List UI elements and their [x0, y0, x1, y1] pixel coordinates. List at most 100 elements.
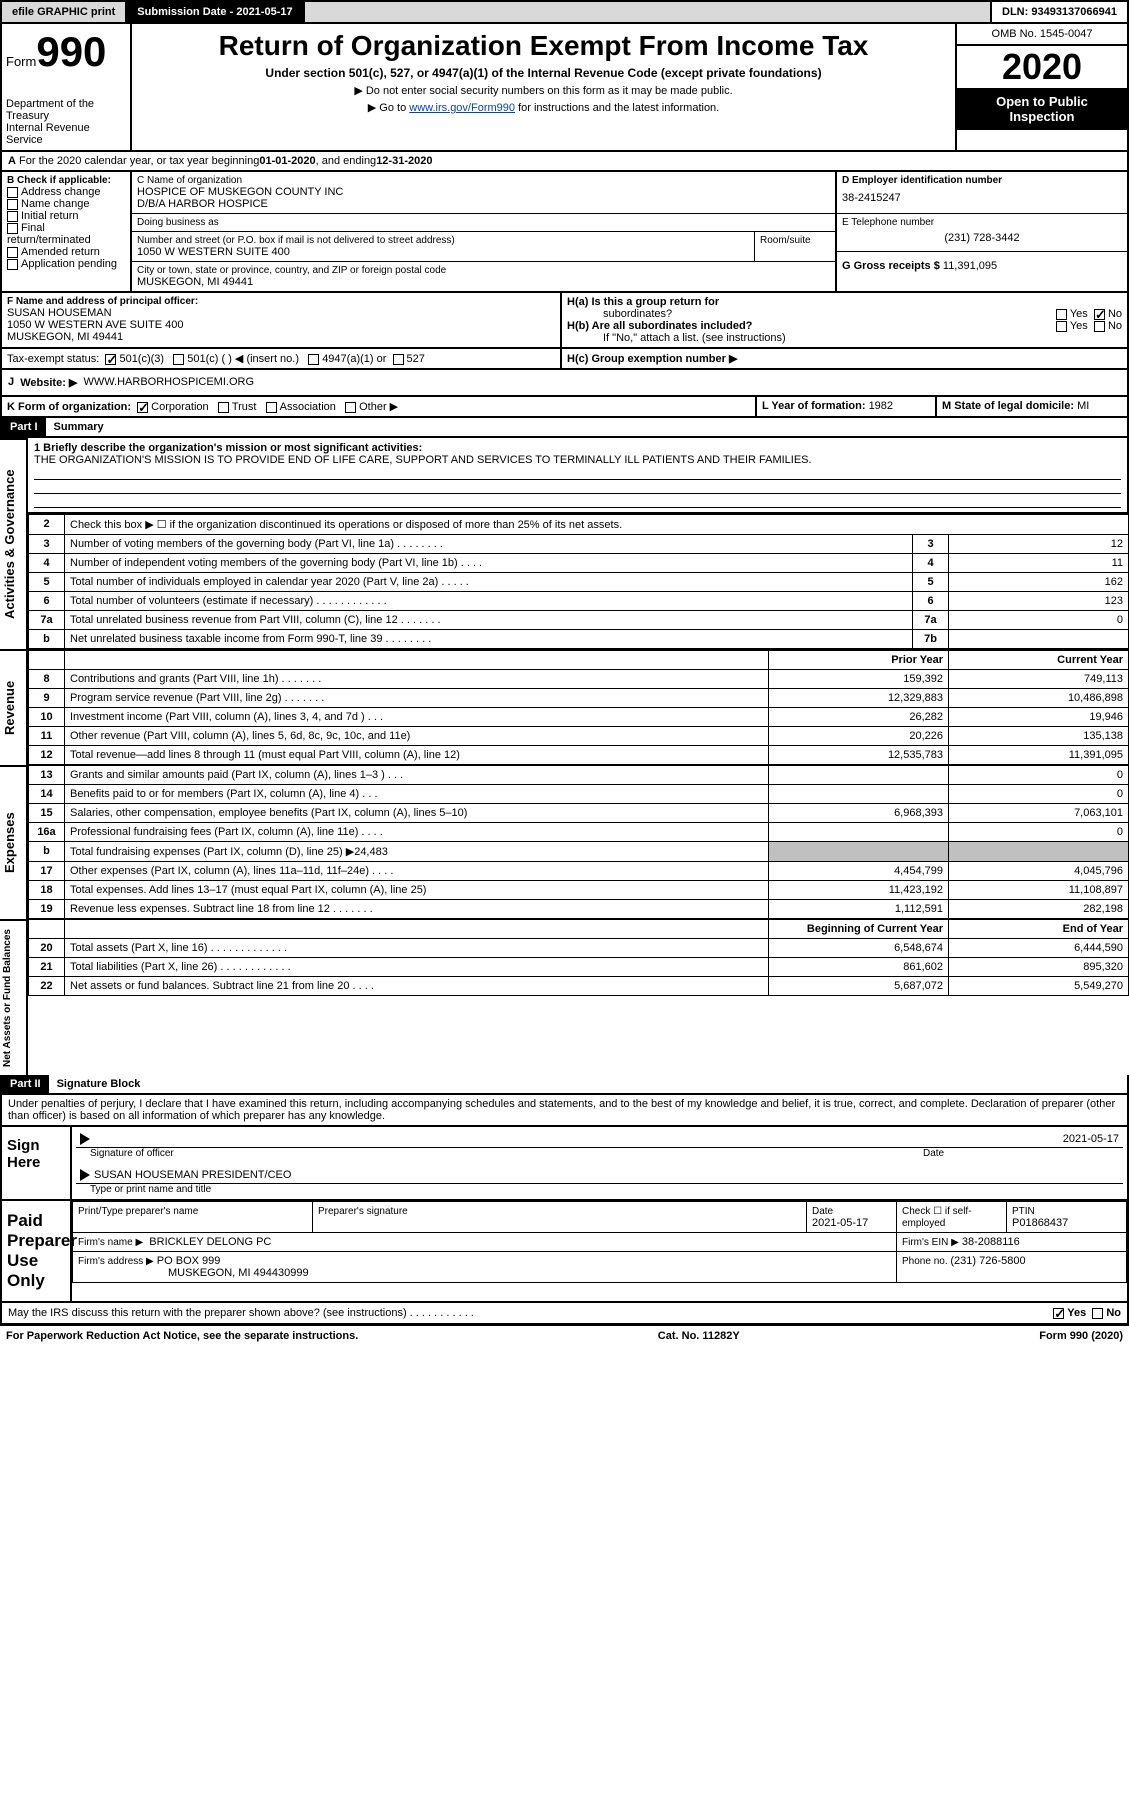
subdate-btn[interactable]: Submission Date - 2021-05-17: [127, 2, 304, 22]
officer-sig-name: SUSAN HOUSEMAN PRESIDENT/CEO: [94, 1169, 291, 1181]
cb-other[interactable]: [345, 402, 356, 413]
e-label: E Telephone number: [842, 217, 1122, 228]
g-label: G Gross receipts $: [842, 260, 943, 272]
j-label: Website: ▶: [20, 376, 77, 389]
cb-assoc[interactable]: [266, 402, 277, 413]
dln: DLN: 93493137066941: [992, 2, 1127, 22]
m-label: M State of legal domicile:: [942, 400, 1077, 412]
sign-date: 2021-05-17: [1063, 1133, 1119, 1145]
ha-no[interactable]: [1094, 309, 1105, 320]
topbar-mid: [305, 2, 992, 22]
prep-sig-label: Preparer's signature: [318, 1206, 408, 1217]
ha-label: H(a) Is this a group return for: [567, 296, 719, 308]
firm-addr: PO BOX 999: [157, 1255, 221, 1267]
gross-receipts: 11,391,095: [943, 260, 997, 272]
hb-yes[interactable]: [1056, 321, 1067, 332]
cb-name[interactable]: Name change: [7, 198, 125, 210]
cb-final[interactable]: Final return/terminated: [7, 222, 125, 246]
cb-trust[interactable]: [218, 402, 229, 413]
irs-link[interactable]: www.irs.gov/Form990: [409, 102, 515, 114]
part1-header: Part I Summary: [0, 418, 1129, 438]
mission-q: 1 Briefly describe the organization's mi…: [34, 442, 422, 454]
form-number: Form990: [6, 28, 126, 76]
city-label: City or town, state or province, country…: [137, 265, 830, 276]
section-fh: F Name and address of principal officer:…: [0, 293, 1129, 349]
org-address: 1050 W WESTERN SUITE 400: [137, 246, 749, 258]
website-row: J Website: ▶ WWW.HARBORHOSPICEMI.ORG: [0, 370, 1129, 397]
cb-address[interactable]: Address change: [7, 186, 125, 198]
firm-phone: (231) 726-5800: [950, 1255, 1025, 1267]
hc-label: H(c) Group exemption number ▶: [567, 353, 737, 365]
ein: 38-2415247: [842, 186, 1122, 210]
sig-label: Signature of officer: [76, 1148, 923, 1159]
public-inspection: Open to Public Inspection: [957, 88, 1127, 130]
arrow-icon: [80, 1169, 90, 1181]
form-ref: Form 990 (2020): [1039, 1330, 1123, 1342]
netassets-section: Net Assets or Fund Balances Beginning of…: [0, 919, 1129, 1075]
org-dba: D/B/A HARBOR HOSPICE: [137, 198, 830, 210]
phone: (231) 728-3442: [842, 228, 1122, 248]
website: WWW.HARBORHOSPICEMI.ORG: [84, 376, 255, 389]
top-bar: efile GRAPHIC print Submission Date - 20…: [0, 0, 1129, 24]
b-header: B Check if applicable:: [7, 175, 111, 186]
part1-title: Summary: [46, 418, 112, 436]
tax-status-row: Tax-exempt status: 501(c)(3) 501(c) ( ) …: [0, 349, 1129, 370]
cb-527[interactable]: [393, 354, 404, 365]
hb-label: H(b) Are all subordinates included?: [567, 320, 752, 332]
prep-name-label: Print/Type preparer's name: [78, 1206, 198, 1217]
year-formation: 1982: [869, 400, 893, 412]
arrow-icon: [80, 1133, 90, 1145]
self-emp[interactable]: Check ☐ if self-employed: [902, 1206, 972, 1229]
side-expenses: Expenses: [0, 765, 28, 919]
prep-date: 2021-05-17: [812, 1217, 868, 1229]
cb-amended[interactable]: Amended return: [7, 246, 125, 258]
discuss-yes[interactable]: [1053, 1308, 1064, 1319]
room-label: Room/suite: [755, 232, 835, 261]
discuss-no[interactable]: [1092, 1308, 1103, 1319]
pra-notice: For Paperwork Reduction Act Notice, see …: [6, 1330, 358, 1342]
form-title: Return of Organization Exempt From Incom…: [138, 30, 949, 62]
section-bcdefg: B Check if applicable: Address change Na…: [0, 172, 1129, 293]
hb-no[interactable]: [1094, 321, 1105, 332]
ptin: P01868437: [1012, 1217, 1068, 1229]
k-label: K Form of organization:: [7, 401, 131, 413]
firm-name: BRICKLEY DELONG PC: [149, 1236, 271, 1248]
ha-yes[interactable]: [1056, 309, 1067, 320]
discuss-q: May the IRS discuss this return with the…: [8, 1307, 474, 1319]
k-row: K Form of organization: Corporation Trus…: [0, 397, 1129, 418]
footer: For Paperwork Reduction Act Notice, see …: [0, 1325, 1129, 1346]
penalty-text: Under penalties of perjury, I declare th…: [0, 1095, 1129, 1127]
na-table: Beginning of Current YearEnd of Year 20T…: [28, 919, 1129, 996]
part2-title: Signature Block: [49, 1075, 149, 1093]
officer-name: SUSAN HOUSEMAN: [7, 307, 555, 319]
cb-initial[interactable]: Initial return: [7, 210, 125, 222]
side-netassets: Net Assets or Fund Balances: [0, 919, 28, 1075]
firm-city: MUSKEGON, MI 494430999: [78, 1267, 309, 1279]
part1-tag: Part I: [2, 418, 46, 436]
note-ssn: ▶ Do not enter social security numbers o…: [138, 84, 949, 97]
cb-501c[interactable]: [173, 354, 184, 365]
cb-corp[interactable]: [137, 402, 148, 413]
sign-here: Sign Here 2021-05-17 Signature of office…: [0, 1127, 1129, 1201]
efile-btn[interactable]: efile GRAPHIC print: [2, 2, 127, 22]
side-revenue: Revenue: [0, 649, 28, 765]
state-domicile: MI: [1077, 400, 1089, 412]
d-label: D Employer identification number: [842, 175, 1002, 186]
addr-label: Number and street (or P.O. box if mail i…: [137, 235, 749, 246]
paid-label: Paid Preparer Use Only: [2, 1201, 72, 1301]
cb-501c3[interactable]: [105, 354, 116, 365]
cb-pending[interactable]: Application pending: [7, 258, 125, 270]
org-city: MUSKEGON, MI 49441: [137, 276, 830, 288]
form-subtitle: Under section 501(c), 527, or 4947(a)(1)…: [138, 66, 949, 80]
gov-table: 2Check this box ▶ ☐ if the organization …: [28, 514, 1129, 649]
type-label: Type or print name and title: [76, 1184, 1123, 1195]
tax-year: 2020: [957, 46, 1127, 88]
date-label: Date: [923, 1148, 1123, 1159]
firm-ein: 38-2088116: [962, 1236, 1020, 1248]
paid-preparer: Paid Preparer Use Only Print/Type prepar…: [0, 1201, 1129, 1303]
hb-note: If "No," attach a list. (see instruction…: [567, 332, 1122, 344]
period-row: A For the 2020 calendar year, or tax yea…: [0, 152, 1129, 172]
officer-addr: 1050 W WESTERN AVE SUITE 400: [7, 319, 555, 331]
c-label: C Name of organization: [137, 175, 830, 186]
cb-4947[interactable]: [308, 354, 319, 365]
